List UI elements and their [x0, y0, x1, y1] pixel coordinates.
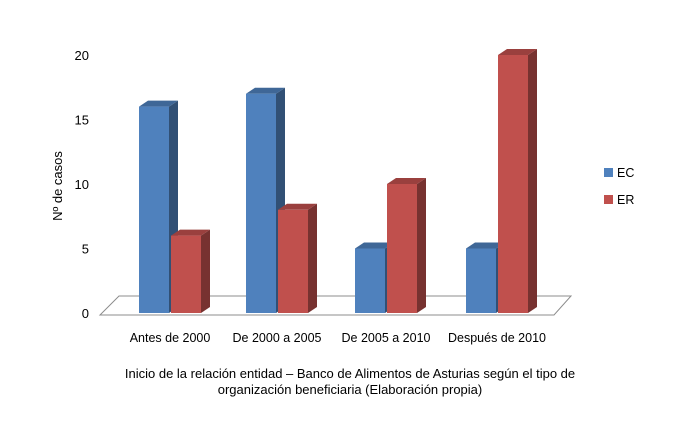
- bar-front: [278, 209, 308, 313]
- legend-swatch: [604, 168, 613, 177]
- bars: [139, 49, 537, 313]
- bar-side: [201, 229, 210, 313]
- y-tick-label: 20: [75, 48, 89, 63]
- floor-plane: [98, 295, 573, 316]
- bar-front: [246, 93, 276, 313]
- bar-top: [498, 49, 537, 55]
- bar-front: [139, 106, 169, 313]
- bar-side: [417, 178, 426, 313]
- bar-er: [171, 229, 210, 313]
- y-tick-label: 10: [75, 177, 89, 192]
- x-tick-label: Después de 2010: [448, 331, 546, 345]
- bar-top: [139, 100, 178, 107]
- bar-top: [246, 87, 285, 94]
- legend-label: EC: [617, 166, 634, 180]
- caption-line-2: organización beneficiaria (Elaboración p…: [217, 382, 483, 397]
- bar-er: [498, 49, 537, 313]
- y-tick-label: 0: [82, 306, 89, 321]
- bar-front: [171, 235, 201, 313]
- bar-front: [355, 248, 385, 313]
- bar-top: [278, 203, 317, 210]
- figure-caption: Inicio de la relación entidad – Banco de…: [0, 366, 700, 398]
- legend: EC ER: [604, 166, 634, 207]
- legend-swatch: [604, 195, 613, 204]
- y-tick-label: 15: [75, 113, 89, 128]
- bar-ec: [246, 87, 285, 313]
- y-axis: 0 5 10 15 20: [75, 48, 89, 321]
- bar-top: [355, 242, 394, 249]
- bar-top: [171, 229, 210, 236]
- x-tick-label: De 2000 a 2005: [233, 331, 322, 345]
- bar-front: [466, 248, 496, 313]
- bar-top: [387, 178, 426, 184]
- caption-line-1: Inicio de la relación entidad – Banco de…: [124, 366, 576, 381]
- x-tick-label: De 2005 a 2010: [342, 331, 431, 345]
- bar-er: [278, 203, 317, 313]
- bar-front: [498, 55, 528, 313]
- x-tick-label: Antes de 2000: [130, 331, 211, 345]
- bar-top: [466, 242, 505, 249]
- bar-er: [387, 178, 426, 313]
- bar-side: [528, 49, 537, 313]
- legend-label: ER: [617, 193, 634, 207]
- bar-front: [387, 184, 417, 313]
- chart-floor: [98, 295, 573, 316]
- bar-side: [308, 203, 317, 313]
- y-tick-label: 5: [82, 242, 89, 257]
- x-axis: Antes de 2000 De 2000 a 2005 De 2005 a 201…: [130, 331, 546, 345]
- y-axis-title: Nº de casos: [50, 151, 65, 221]
